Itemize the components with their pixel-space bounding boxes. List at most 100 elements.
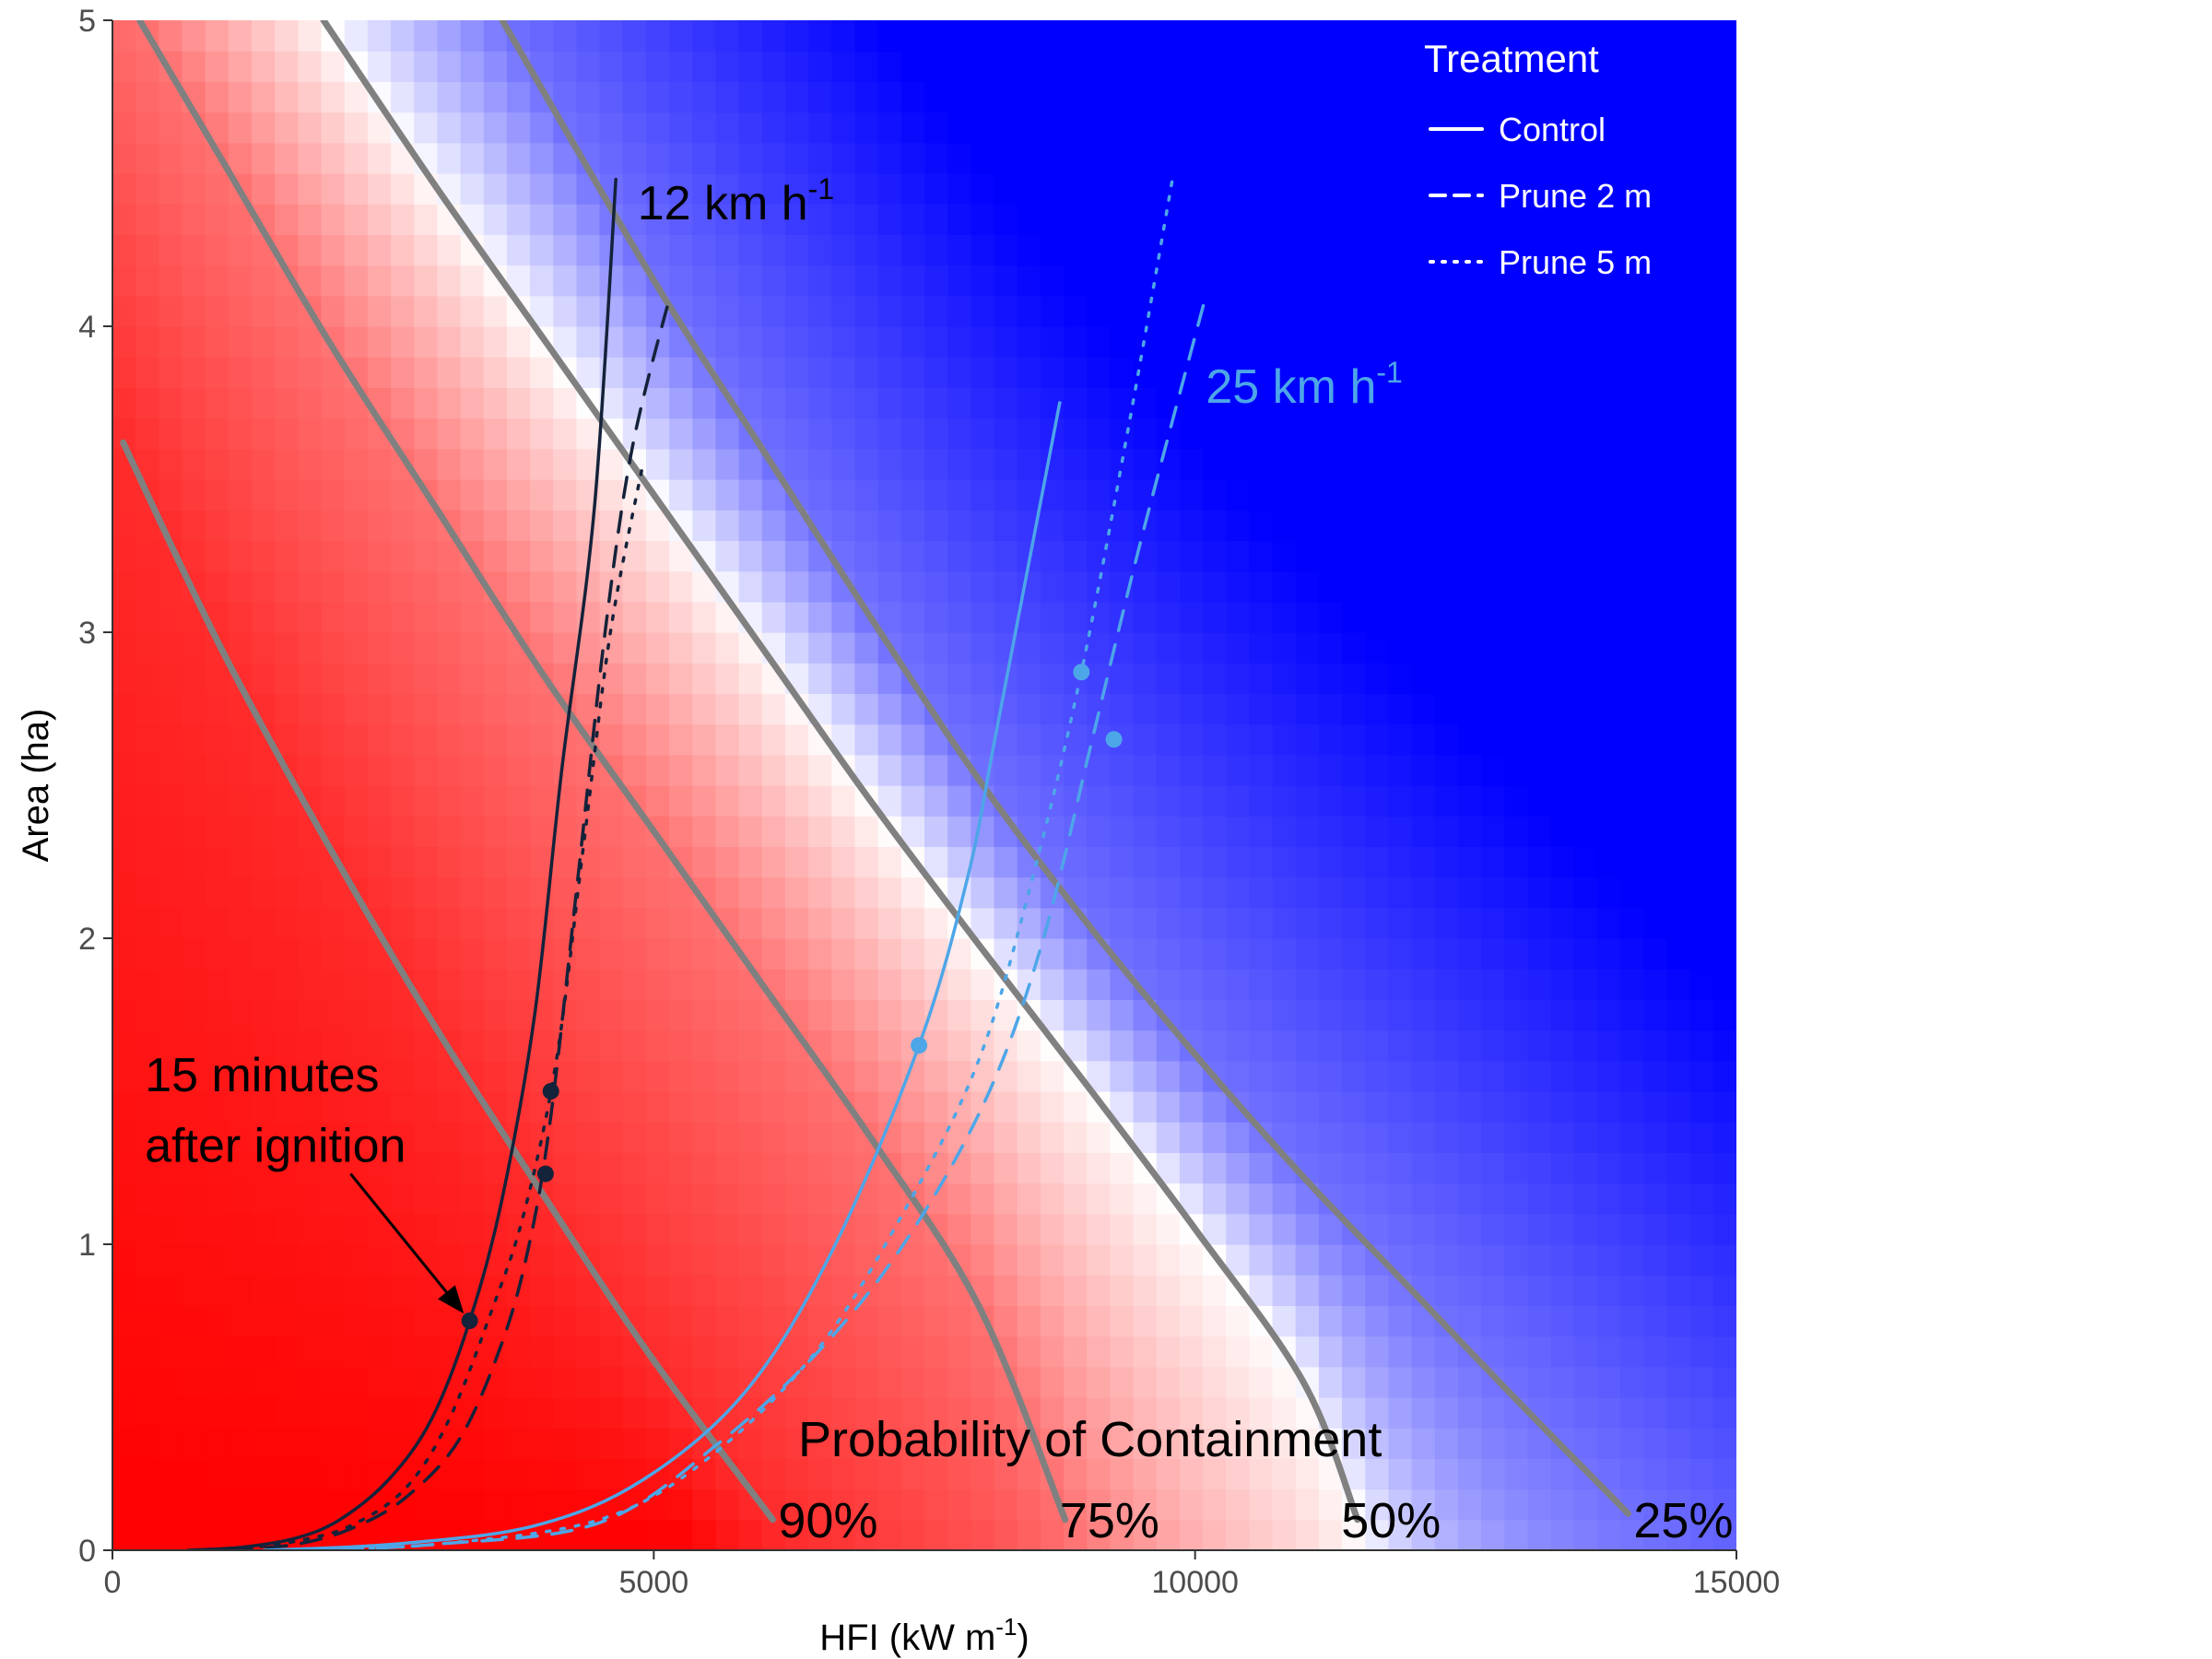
background-cell [1689, 112, 1714, 144]
background-cell [1156, 724, 1181, 756]
background-cell [182, 1488, 206, 1521]
background-cell [1087, 173, 1111, 205]
background-cell [622, 1244, 647, 1276]
background-cell [576, 816, 601, 847]
background-cell [808, 1091, 832, 1123]
background-cell [831, 326, 856, 358]
background-cell [112, 326, 136, 358]
background-cell [1527, 265, 1552, 297]
background-cell [553, 540, 578, 572]
background-cell [576, 295, 601, 327]
background-cell [1712, 1060, 1736, 1092]
background-cell [275, 999, 299, 1031]
background-cell [205, 877, 229, 909]
background-cell [205, 81, 229, 113]
background-cell [1573, 204, 1598, 235]
background-cell [1249, 418, 1274, 450]
background-cell [275, 601, 299, 633]
background-cell [1110, 1030, 1135, 1062]
background-cell [1226, 448, 1250, 480]
background-cell [599, 51, 624, 82]
background-cell [437, 1213, 462, 1245]
background-cell [1643, 601, 1668, 633]
background-cell [553, 204, 578, 235]
background-cell [1573, 601, 1598, 633]
background-cell [1272, 877, 1297, 909]
background-cell [1087, 1428, 1111, 1459]
background-cell [692, 448, 717, 480]
background-cell [1504, 724, 1529, 756]
background-cell [599, 1152, 624, 1184]
background-cell [877, 846, 902, 878]
background-cell [669, 1152, 693, 1184]
background-cell [252, 1182, 276, 1215]
background-cell [1110, 510, 1135, 541]
background-cell [1596, 357, 1621, 388]
background-cell [1481, 601, 1505, 633]
background-cell [1179, 693, 1204, 725]
background-cell [1133, 1060, 1158, 1092]
background-cell [1249, 1213, 1274, 1245]
background-cell [112, 1488, 136, 1521]
background-cell [715, 816, 740, 847]
background-cell [1226, 877, 1250, 909]
background-cell [1318, 1275, 1343, 1306]
background-cell [1295, 1428, 1320, 1459]
background-cell [1666, 1091, 1691, 1123]
background-cell [1550, 540, 1575, 572]
background-cell [1017, 173, 1041, 205]
background-cell [1457, 1488, 1482, 1521]
background-cell [1481, 479, 1505, 511]
background-cell [1689, 1182, 1714, 1215]
background-cell [1272, 1519, 1297, 1550]
background-cell [1040, 326, 1065, 358]
background-cell [1365, 20, 1390, 52]
background-cell [1666, 877, 1691, 909]
background-cell [1643, 326, 1668, 358]
background-cell [1550, 1182, 1575, 1215]
background-cell [1156, 142, 1181, 174]
background-cell [900, 724, 925, 756]
background-cell [391, 846, 415, 878]
background-cell [738, 816, 763, 847]
background-cell [1666, 999, 1691, 1031]
background-cell [483, 693, 508, 725]
background-cell [1318, 357, 1343, 388]
background-cell [1620, 632, 1644, 664]
background-cell [1712, 1182, 1736, 1215]
background-cell [1040, 265, 1065, 297]
background-cell [1203, 785, 1227, 817]
background-cell [344, 999, 369, 1031]
background-cell [1457, 632, 1482, 664]
background-cell [947, 173, 971, 205]
background-cell [1087, 357, 1111, 388]
series-line-control [262, 401, 1062, 1550]
background-cell [252, 448, 276, 480]
background-cell [854, 418, 879, 450]
background-cell [1272, 418, 1297, 450]
background-cell [182, 234, 206, 266]
background-cell [1064, 510, 1088, 541]
background-cell [1064, 1519, 1088, 1550]
background-cell [1040, 1397, 1065, 1429]
background-cell [1411, 1060, 1436, 1092]
background-cell [182, 1152, 206, 1184]
background-cell [391, 1397, 415, 1429]
background-cell [854, 1213, 879, 1245]
background-cell [1457, 479, 1482, 511]
background-cell [1504, 877, 1529, 909]
background-cell [877, 724, 902, 756]
background-cell [1573, 479, 1598, 511]
background-cell [1203, 877, 1227, 909]
background-cell [900, 816, 925, 847]
background-cell [645, 1152, 670, 1184]
background-cell [1504, 173, 1529, 205]
background-cell [1712, 51, 1736, 82]
background-cell [1064, 142, 1088, 174]
background-cell [275, 969, 299, 1000]
background-cell [715, 969, 740, 1000]
background-cell [924, 754, 948, 786]
background-cell [669, 448, 693, 480]
background-cell [576, 1335, 601, 1368]
